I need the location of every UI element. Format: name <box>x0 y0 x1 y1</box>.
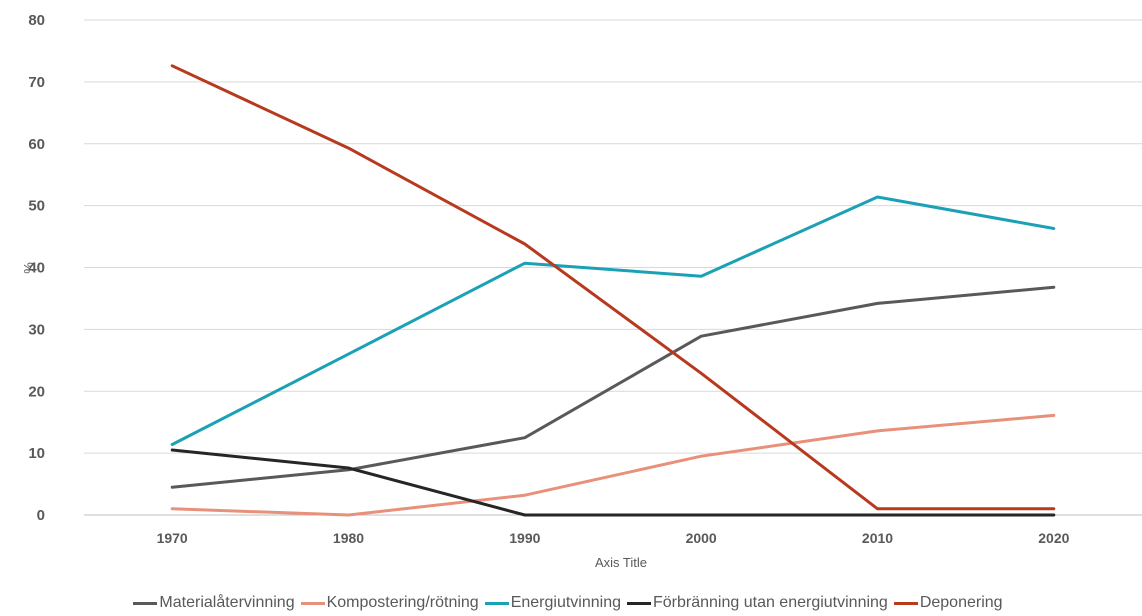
y-tick-label: 10 <box>28 445 45 462</box>
legend-swatch <box>893 601 918 605</box>
legend-swatch <box>300 601 325 605</box>
x-tick-label: 1970 <box>157 530 188 546</box>
legend-swatch <box>133 601 158 605</box>
legend: Materialåtervinning Kompostering/rötning E… <box>0 594 1142 612</box>
x-tick-label: 2010 <box>862 530 893 546</box>
legend-label: Energiutvinning <box>510 594 621 611</box>
legend-item: Materialåtervinning <box>133 594 295 612</box>
x-axis-title: Axis Title <box>595 555 647 570</box>
series-line <box>170 413 1056 517</box>
legend-item: Kompostering/rötning <box>300 594 479 612</box>
x-tick-label: 2020 <box>1038 530 1069 546</box>
series-lines <box>170 64 1056 517</box>
legend-label: Deponering <box>919 594 1003 611</box>
series-line <box>170 195 1056 446</box>
legend-label: Förbränning utan energiutvinning <box>653 594 888 611</box>
legend-item: Förbränning utan energiutvinning <box>627 594 888 612</box>
y-tick-label: 80 <box>28 12 45 29</box>
y-axis-ticks: 0 10 20 30 40 50 60 70 80 <box>28 12 45 524</box>
y-tick-label: 70 <box>28 74 45 91</box>
legend-swatch <box>627 601 651 605</box>
legend-label: Materialåtervinning <box>159 594 295 611</box>
y-tick-label: 60 <box>28 136 45 153</box>
legend-item: Deponering <box>893 594 1003 612</box>
legend-label: Kompostering/rötning <box>326 594 479 611</box>
y-tick-label: 20 <box>28 383 45 400</box>
y-axis-title: % <box>21 262 36 274</box>
y-tick-label: 50 <box>28 198 45 215</box>
gridlines <box>84 19 1142 516</box>
x-tick-label: 1990 <box>509 530 540 546</box>
y-tick-label: 0 <box>37 507 45 524</box>
series-line <box>170 285 1056 489</box>
series-line <box>170 64 1056 511</box>
x-tick-label: 2000 <box>686 530 717 546</box>
x-tick-label: 1980 <box>333 530 364 546</box>
line-chart: 0 10 20 30 40 50 60 70 80 1970 1980 1990 2000 2010 20… <box>21 12 1142 570</box>
y-tick-label: 40 <box>28 260 45 277</box>
x-axis-ticks: 1970 1980 1990 2000 2010 2020 <box>157 530 1070 546</box>
y-tick-label: 30 <box>28 321 45 338</box>
series-line <box>170 448 1056 517</box>
legend-item: Energiutvinning <box>484 594 621 612</box>
legend-swatch <box>484 601 509 605</box>
